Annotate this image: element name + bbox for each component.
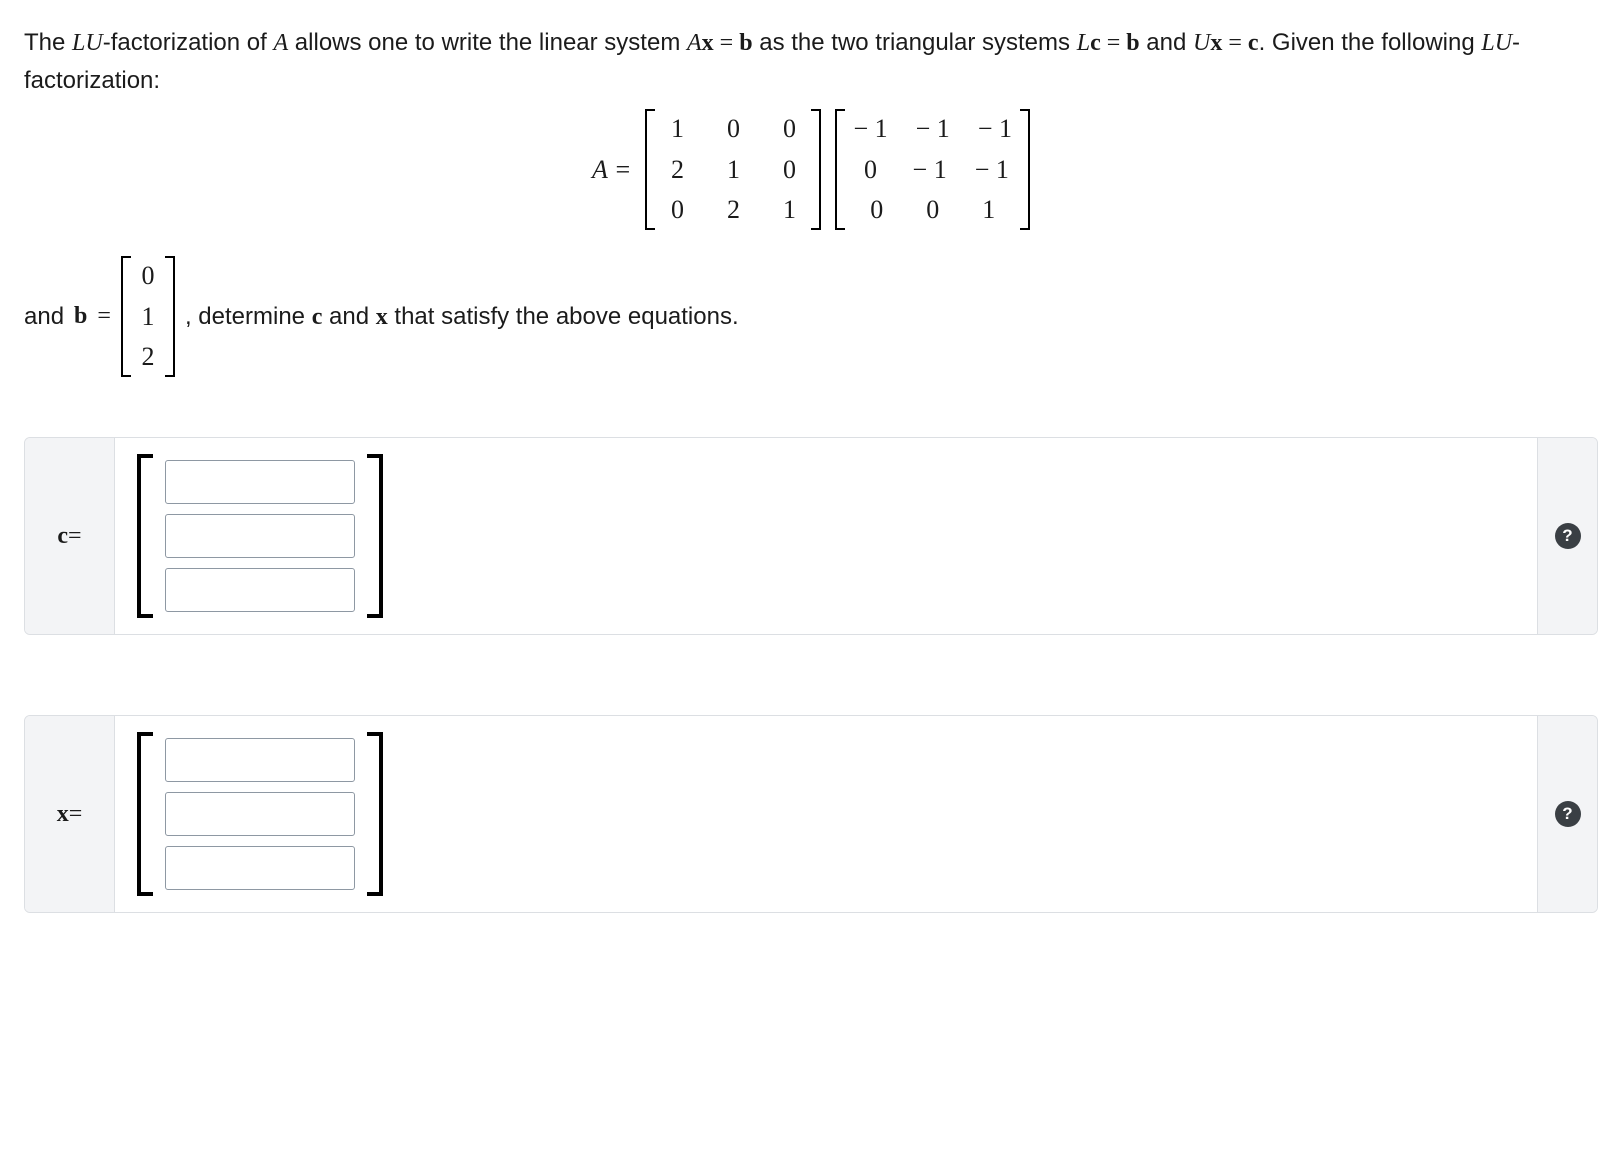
c-input-2[interactable]: [165, 514, 355, 558]
lu-symbol: LU: [72, 30, 103, 56]
matrix-cell: − 1: [978, 109, 1012, 149]
left-bracket-icon: [645, 109, 655, 230]
c-symbol: c: [1090, 30, 1101, 56]
c-symbol: c: [1248, 30, 1259, 56]
vector-cell: 0: [139, 256, 157, 296]
answer-label-c: c =: [25, 438, 115, 634]
left-bracket-icon: [137, 454, 153, 618]
eq-symbol: =: [714, 30, 740, 56]
matrix-cell: − 1: [975, 150, 1009, 190]
eq-symbol: =: [1101, 30, 1127, 56]
matrix-cell: 0: [775, 109, 803, 149]
b-symbol: b: [739, 30, 752, 56]
l-matrix: 100 210 021: [645, 109, 821, 230]
c-symbol: c: [57, 523, 68, 550]
matrix-cell: 1: [975, 190, 1003, 230]
eq-symbol: =: [1222, 30, 1248, 56]
b-symbol: b: [1126, 30, 1139, 56]
answer-label-x: x =: [25, 716, 115, 912]
text: and: [1140, 29, 1193, 56]
lu-symbol: LU: [1481, 30, 1512, 56]
answer-panel-c: c = ?: [24, 437, 1598, 635]
left-bracket-icon: [835, 109, 845, 230]
x-symbol: x: [702, 30, 714, 56]
answer-panel-x: x = ?: [24, 715, 1598, 913]
u-symbol: U: [1193, 30, 1210, 56]
text: . Given the following: [1259, 29, 1482, 56]
x-input-3[interactable]: [165, 846, 355, 890]
text: as the two triangular systems: [753, 29, 1077, 56]
problem-statement: The LU-factorization of A allows one to …: [24, 24, 1598, 99]
a-equals: A =: [592, 155, 631, 185]
eq-symbol: =: [69, 801, 83, 828]
matrix-cell: 1: [663, 109, 691, 149]
help-icon[interactable]: ?: [1555, 801, 1581, 827]
text: -factorization of: [103, 29, 274, 56]
b-vector-sentence: and b = 0 1 2 , determine c and x that s…: [24, 256, 1598, 377]
text: allows one to write the linear system: [288, 29, 687, 56]
text: and: [24, 303, 64, 331]
matrix-cell: 2: [663, 150, 691, 190]
b-symbol: b: [74, 303, 87, 330]
help-icon[interactable]: ?: [1555, 523, 1581, 549]
left-bracket-icon: [137, 732, 153, 896]
lu-factorization-equation: A = 100 210 021 − 1− 1− 1 0− 1− 1 001: [24, 109, 1598, 230]
vector-cell: 2: [139, 337, 157, 377]
matrix-cell: 0: [863, 190, 891, 230]
x-vector-input: [137, 732, 383, 896]
right-bracket-icon: [165, 256, 175, 377]
x-input-2[interactable]: [165, 792, 355, 836]
c-input-3[interactable]: [165, 568, 355, 612]
matrix-cell: 0: [857, 150, 885, 190]
text: The: [24, 29, 72, 56]
c-symbol: c: [312, 304, 323, 330]
matrix-cell: − 1: [853, 109, 887, 149]
c-input-1[interactable]: [165, 460, 355, 504]
x-symbol: x: [57, 801, 69, 828]
matrix-cell: 1: [775, 190, 803, 230]
x-input-1[interactable]: [165, 738, 355, 782]
matrix-cell: 0: [719, 109, 747, 149]
matrix-cell: 0: [775, 150, 803, 190]
right-bracket-icon: [1020, 109, 1030, 230]
matrix-cell: 0: [663, 190, 691, 230]
a-symbol: A: [273, 30, 288, 56]
b-vector: 0 1 2: [121, 256, 175, 377]
right-bracket-icon: [811, 109, 821, 230]
text: , determine: [185, 303, 312, 330]
matrix-cell: − 1: [913, 150, 947, 190]
x-symbol: x: [376, 304, 388, 330]
text: that satisfy the above equations.: [388, 303, 739, 330]
a-symbol: A: [687, 30, 702, 56]
matrix-cell: 1: [719, 150, 747, 190]
right-bracket-icon: [367, 732, 383, 896]
u-matrix: − 1− 1− 1 0− 1− 1 001: [835, 109, 1030, 230]
right-bracket-icon: [367, 454, 383, 618]
text: and: [322, 303, 375, 330]
x-symbol: x: [1210, 30, 1222, 56]
eq-symbol: =: [68, 523, 82, 550]
c-vector-input: [137, 454, 383, 618]
left-bracket-icon: [121, 256, 131, 377]
eq-symbol: =: [97, 303, 111, 330]
l-symbol: L: [1077, 30, 1090, 56]
matrix-cell: 0: [919, 190, 947, 230]
vector-cell: 1: [139, 297, 157, 337]
matrix-cell: − 1: [916, 109, 950, 149]
matrix-cell: 2: [719, 190, 747, 230]
